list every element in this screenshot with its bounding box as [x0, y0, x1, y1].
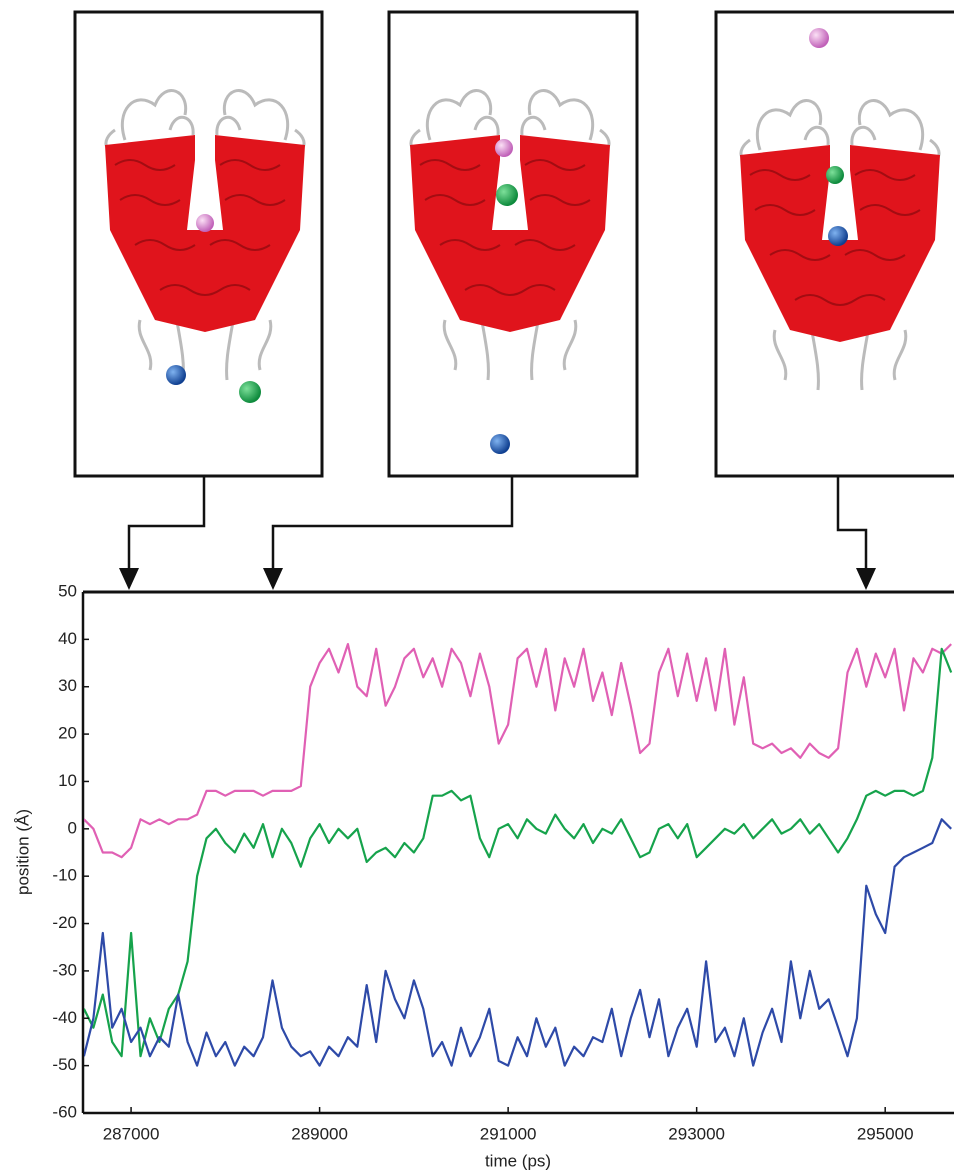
y-axis-label: position (Å) — [13, 809, 32, 895]
y-tick-label: 20 — [58, 724, 77, 743]
y-tick-label: 40 — [58, 629, 77, 648]
connector-arrow — [271, 476, 514, 575]
plot-area — [84, 643, 953, 1067]
ion-sphere — [239, 381, 261, 403]
ion-sphere — [826, 166, 844, 184]
y-tick-label: 0 — [68, 818, 77, 837]
y-tick-label: -30 — [52, 960, 77, 979]
y-tick-label: -50 — [52, 1055, 77, 1074]
arrow-head — [119, 568, 876, 590]
x-tick-label: 295000 — [857, 1124, 914, 1143]
connector-arrow — [127, 476, 206, 575]
x-tick-label: 289000 — [291, 1124, 348, 1143]
ion-sphere — [496, 184, 518, 206]
y-tick-label: 30 — [58, 676, 77, 695]
x-axis-label: time (ps) — [485, 1151, 551, 1170]
series-line — [84, 818, 952, 1067]
x-tick-label: 291000 — [480, 1124, 537, 1143]
ion-sphere — [828, 226, 848, 246]
ion-sphere — [166, 365, 186, 385]
ion-sphere — [495, 139, 513, 157]
series-line — [84, 643, 952, 859]
x-tick-label: 293000 — [668, 1124, 725, 1143]
y-tick-label: -10 — [52, 866, 77, 885]
series-line — [84, 647, 953, 1058]
y-tick-label: -20 — [52, 913, 77, 932]
y-tick-label: 50 — [58, 581, 77, 600]
x-tick-label: 287000 — [103, 1124, 160, 1143]
ion-sphere — [196, 214, 214, 232]
y-tick-label: -40 — [52, 1008, 77, 1027]
y-tick-label: -60 — [52, 1102, 77, 1121]
connector-arrow — [836, 476, 868, 575]
y-tick-label: 10 — [58, 771, 77, 790]
ion-sphere — [809, 28, 829, 48]
ion-sphere — [490, 434, 510, 454]
